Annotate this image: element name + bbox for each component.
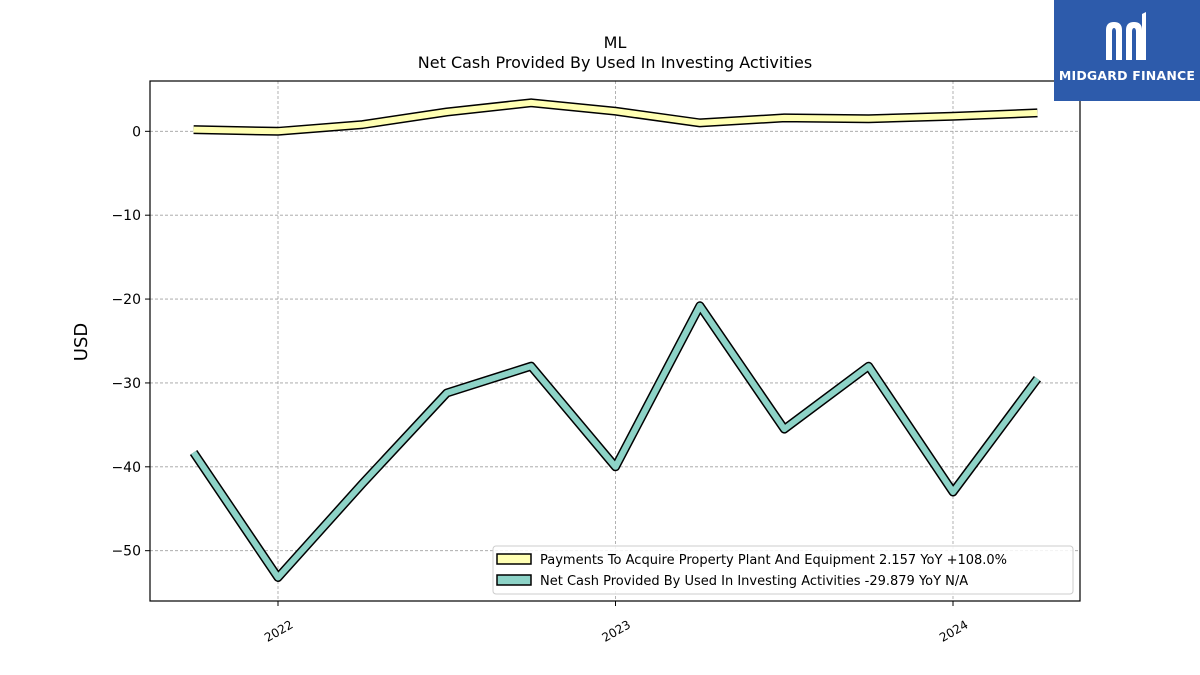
logo: MIDGARD FINANCE — [1054, 0, 1200, 101]
legend-label-0: Payments To Acquire Property Plant And E… — [540, 553, 1007, 568]
logo-text: MIDGARD FINANCE — [1058, 68, 1196, 83]
legend-swatch-1 — [496, 574, 532, 586]
x-tick-label: 2024 — [937, 617, 970, 644]
y-tick-label: −20 — [111, 292, 141, 308]
series-line-1 — [191, 302, 1040, 581]
y-tick-label: −30 — [111, 376, 141, 392]
chart-subtitle: Net Cash Provided By Used In Investing A… — [418, 53, 812, 72]
grid — [150, 81, 1080, 601]
y-tick-label: −10 — [111, 208, 141, 224]
legend-label-1: Net Cash Provided By Used In Investing A… — [540, 574, 968, 589]
y-tick-label: 0 — [132, 124, 141, 140]
plot-frame — [149, 80, 1081, 602]
y-tick-label: −40 — [111, 460, 141, 476]
series-lines — [189, 98, 1042, 582]
y-tick-label: −50 — [111, 544, 141, 560]
logo-mark-icon — [1106, 12, 1146, 60]
y-axis-label: USD — [71, 323, 92, 361]
legend-box — [492, 545, 1074, 595]
series-line-0 — [193, 99, 1038, 135]
legend-swatch-0 — [496, 553, 532, 565]
x-tick-label: 2022 — [262, 617, 295, 644]
chart-title: ML — [604, 33, 627, 52]
x-tick-label: 2023 — [600, 617, 633, 644]
legend: Payments To Acquire Property Plant And E… — [492, 545, 1074, 595]
